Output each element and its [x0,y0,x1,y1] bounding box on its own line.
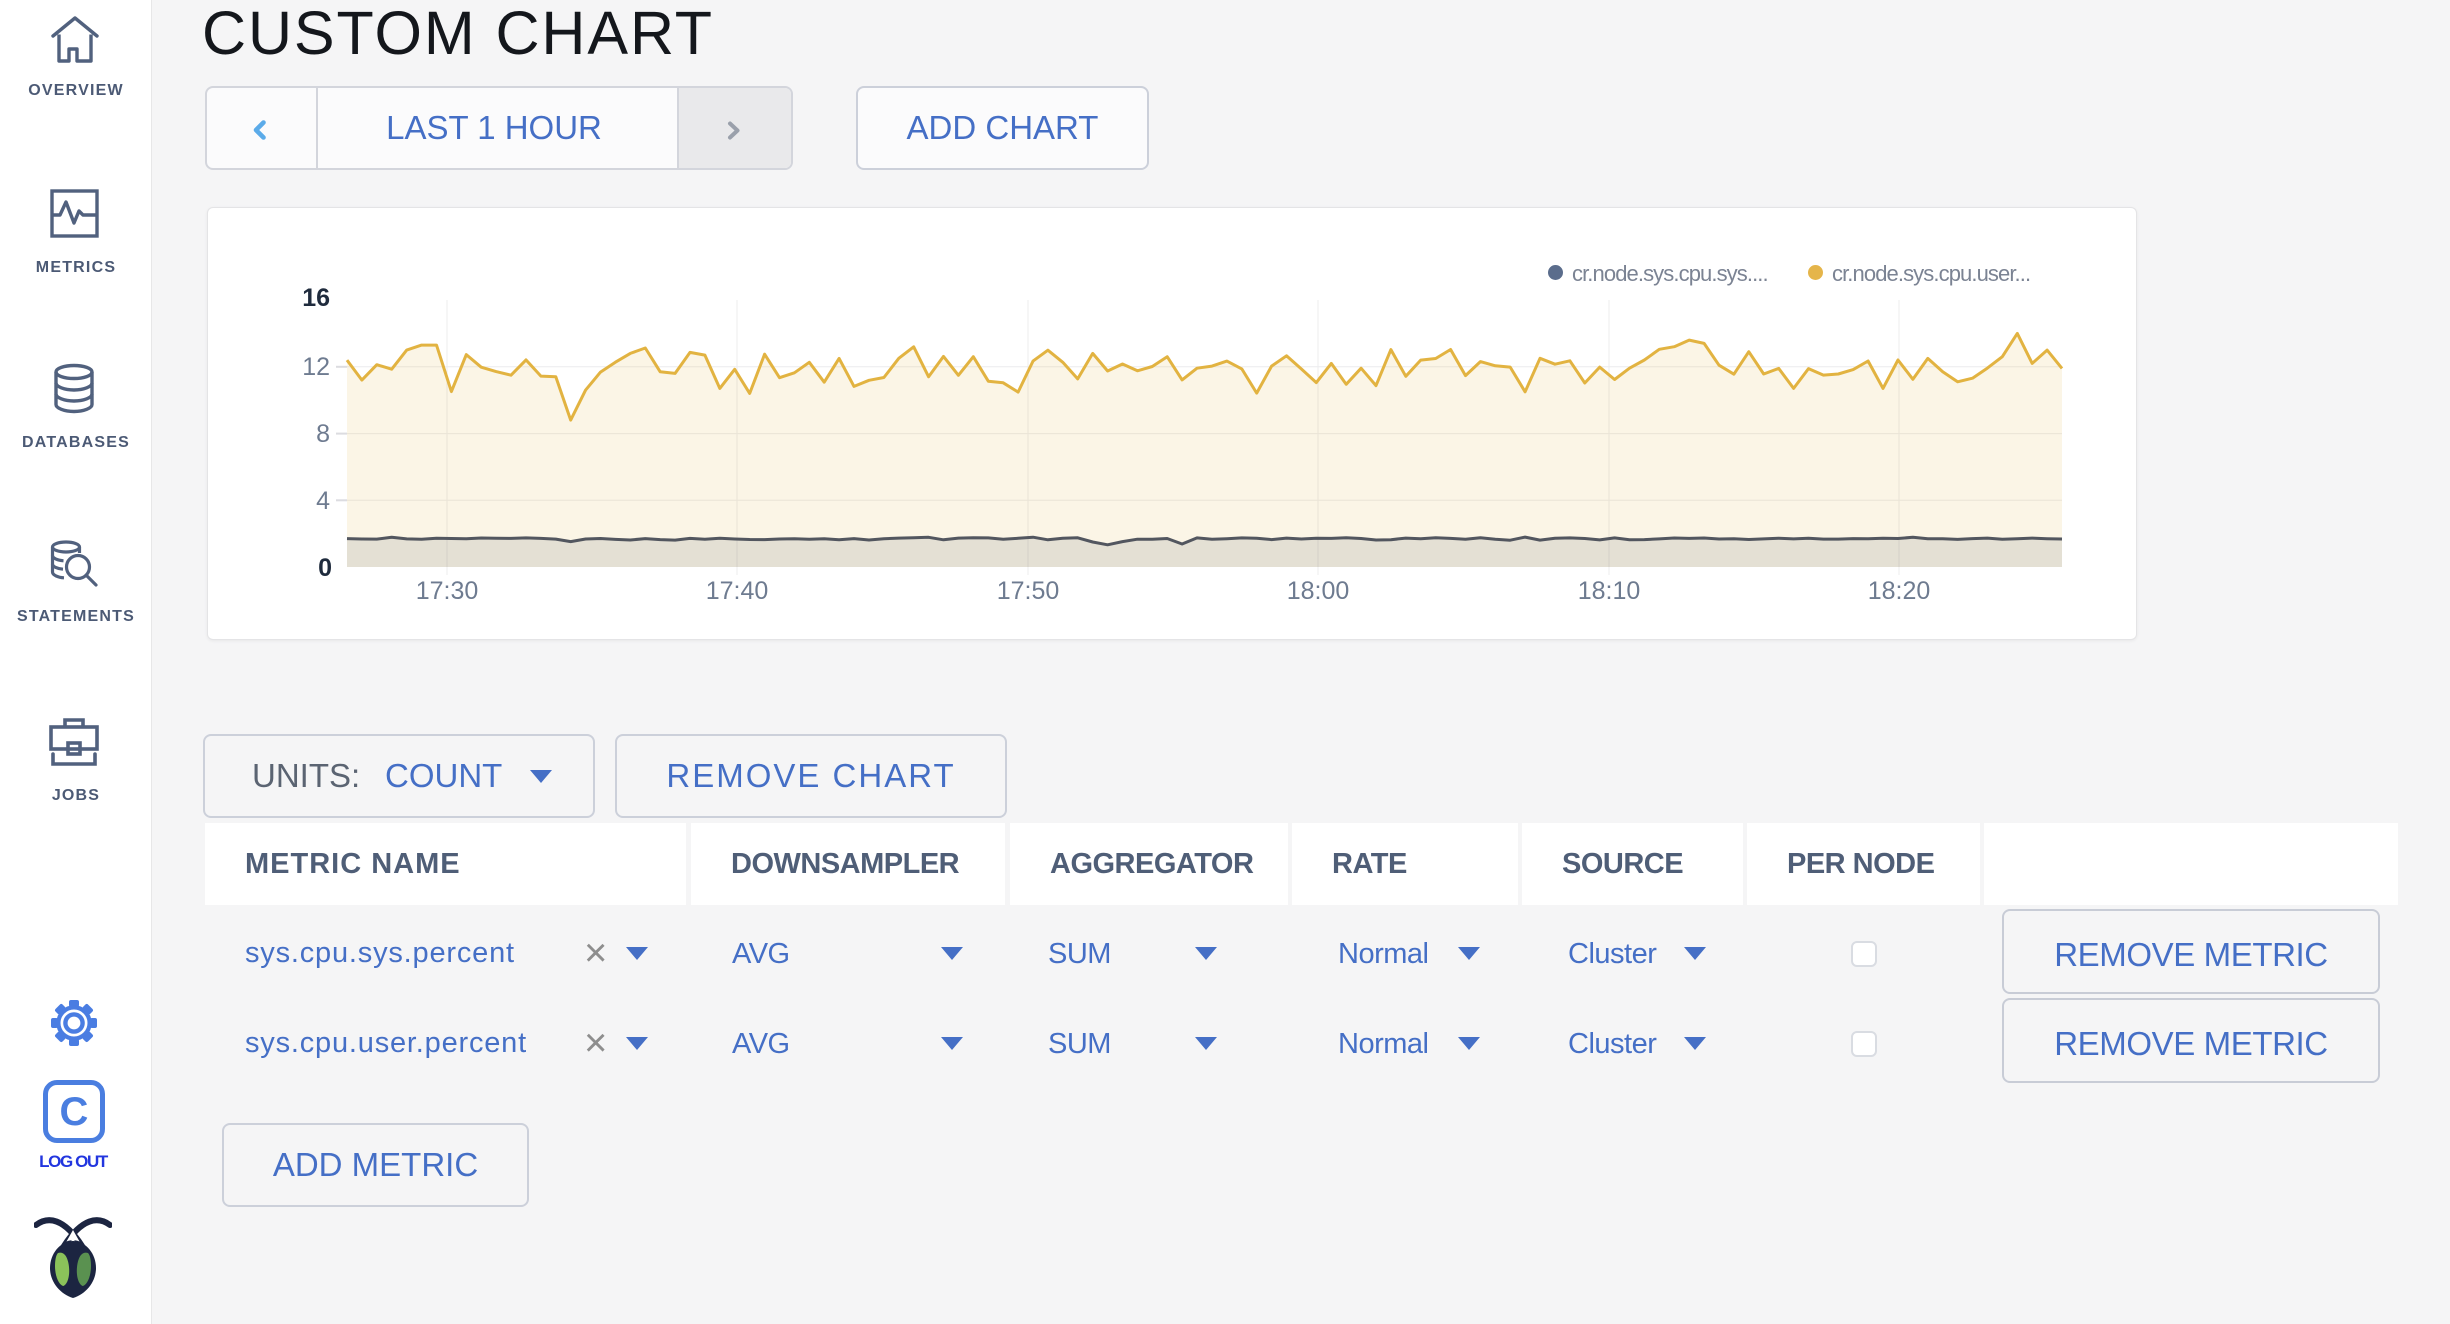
svg-text:16: 16 [302,284,330,312]
svg-text:4: 4 [316,487,330,515]
svg-text:17:40: 17:40 [706,577,769,605]
svg-text:18:20: 18:20 [1868,577,1931,605]
svg-text:8: 8 [316,420,330,448]
svg-text:17:50: 17:50 [997,577,1060,605]
svg-text:18:10: 18:10 [1578,577,1641,605]
svg-text:12: 12 [302,353,330,381]
svg-text:17:30: 17:30 [416,577,479,605]
svg-text:0: 0 [318,554,332,582]
svg-text:18:00: 18:00 [1287,577,1350,605]
